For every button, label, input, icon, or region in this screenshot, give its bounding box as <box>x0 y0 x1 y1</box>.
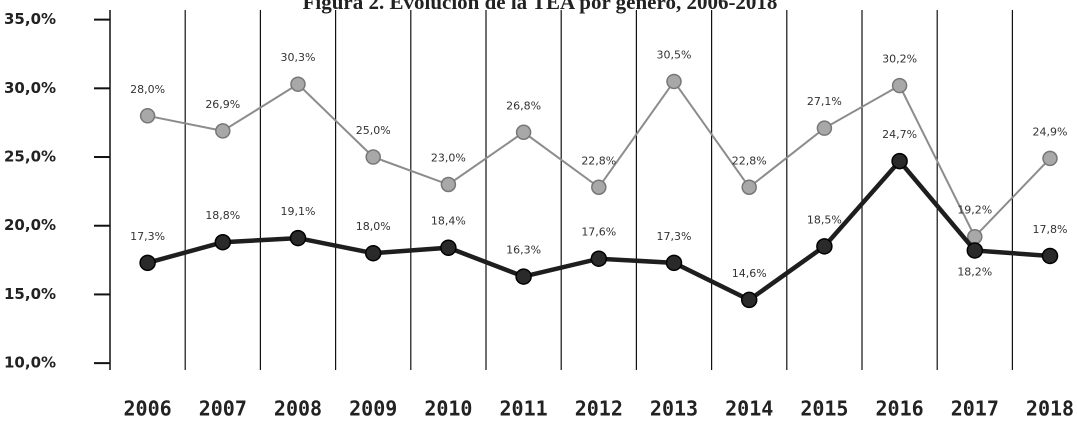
x-tick-label: 2018 <box>1026 397 1074 421</box>
chart-title: Figura 2. Evolución de la TEA por género… <box>303 0 778 14</box>
point <box>891 77 908 94</box>
value-label: 30,5% <box>657 48 692 61</box>
y-tick-label: 15,0% <box>4 285 56 303</box>
x-tick-label: 2006 <box>124 397 172 421</box>
point <box>515 268 532 285</box>
point <box>966 242 984 259</box>
value-label: 18,2% <box>957 265 992 278</box>
value-label: 18,0% <box>356 220 391 233</box>
value-label: 26,8% <box>506 99 541 112</box>
point <box>440 176 457 193</box>
value-label: 24,9% <box>1033 125 1068 138</box>
x-tick-label: 2009 <box>349 397 397 421</box>
point <box>891 152 908 170</box>
x-tick-label: 2010 <box>424 397 472 421</box>
value-label: 23,0% <box>431 152 466 165</box>
x-tick-label: 2016 <box>876 397 924 421</box>
y-tick-label: 10,0% <box>4 354 56 372</box>
y-tick-label: 25,0% <box>4 148 56 166</box>
point <box>741 179 757 196</box>
value-label: 28,0% <box>130 83 165 96</box>
point <box>665 254 683 272</box>
value-label: 24,7% <box>882 128 917 141</box>
value-label: 18,8% <box>205 209 240 222</box>
point <box>139 254 156 272</box>
value-label: 27,1% <box>807 95 842 108</box>
value-label: 26,9% <box>205 98 240 111</box>
value-label: 19,2% <box>957 204 992 217</box>
point <box>740 291 758 309</box>
value-label: 18,5% <box>807 213 842 226</box>
y-tick-label: 30,0% <box>4 79 56 97</box>
point <box>1042 150 1058 167</box>
value-label: 16,3% <box>506 244 541 257</box>
value-label: 30,3% <box>281 51 316 64</box>
x-tick-label: 2017 <box>951 397 999 421</box>
x-tick-label: 2013 <box>650 397 698 421</box>
value-label: 22,8% <box>581 154 616 167</box>
value-label: 30,2% <box>882 53 917 66</box>
x-tick-label: 2014 <box>725 397 773 421</box>
point <box>215 123 231 139</box>
value-label: 18,4% <box>431 215 466 228</box>
point <box>591 179 607 196</box>
x-tick-label: 2011 <box>500 397 548 421</box>
value-label: 17,3% <box>657 230 692 243</box>
value-label: 17,3% <box>130 230 165 243</box>
point <box>214 233 232 251</box>
point <box>290 76 306 92</box>
point <box>590 250 608 267</box>
x-tick-label: 2008 <box>274 397 322 421</box>
value-label: 22,8% <box>732 154 767 167</box>
point <box>139 108 156 124</box>
point <box>289 229 307 247</box>
x-tick-label: 2007 <box>199 397 247 421</box>
point <box>365 149 381 165</box>
value-label: 14,6% <box>732 267 767 280</box>
point <box>440 239 457 256</box>
value-label: 17,8% <box>1033 223 1068 236</box>
value-label: 25,0% <box>356 124 391 137</box>
value-label: 19,1% <box>281 205 316 218</box>
x-tick-label: 2015 <box>800 397 848 421</box>
value-label: 17,6% <box>581 226 616 239</box>
point <box>515 124 532 141</box>
x-tick-label: 2012 <box>575 397 623 421</box>
point <box>1041 247 1059 265</box>
y-tick-label: 20,0% <box>4 216 56 234</box>
y-tick-label: 35,0% <box>4 10 56 28</box>
point <box>666 73 682 90</box>
point <box>364 244 382 262</box>
point <box>816 238 833 255</box>
point <box>816 120 833 136</box>
